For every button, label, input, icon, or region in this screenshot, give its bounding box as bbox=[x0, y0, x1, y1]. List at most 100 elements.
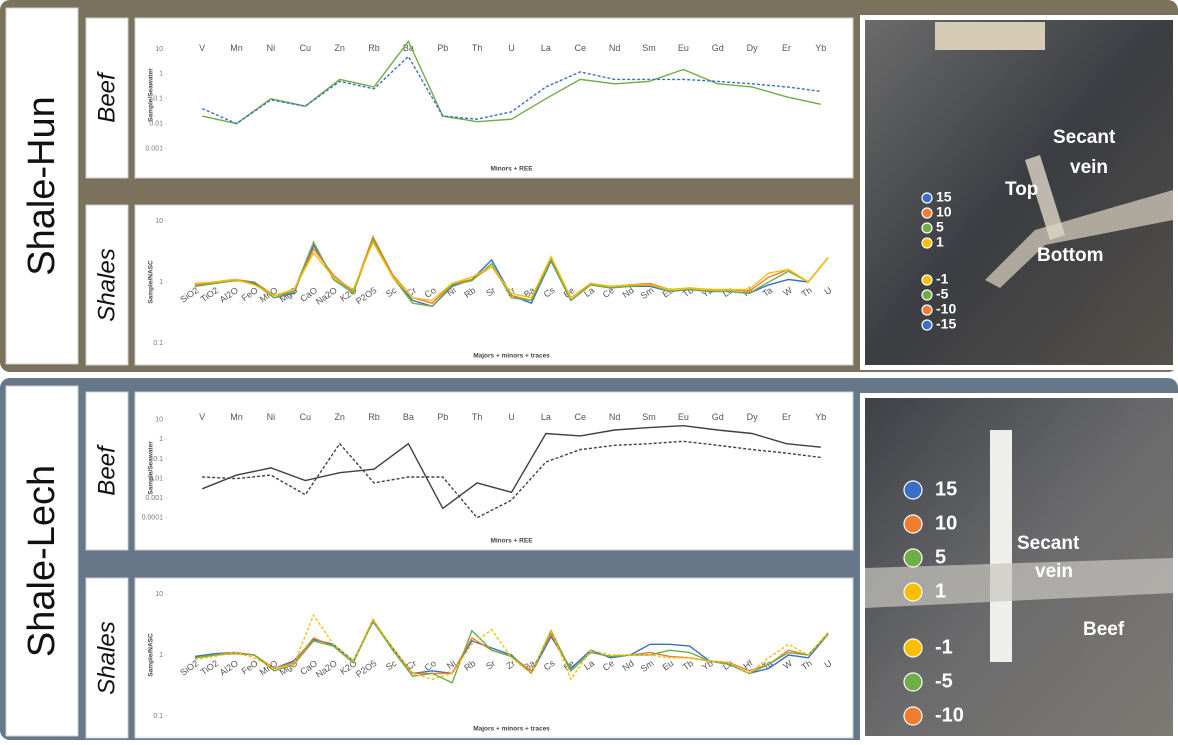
x-axis-label: Minors + REE bbox=[490, 166, 533, 173]
x-axis-label: Majors + minors + traces bbox=[473, 726, 550, 733]
series-line bbox=[201, 55, 821, 125]
x-tick-label: Rb bbox=[368, 43, 380, 53]
x-tick-label: Er bbox=[782, 43, 791, 53]
section-title: Shale-Lech bbox=[21, 465, 63, 657]
sub-label: Shales bbox=[93, 621, 120, 694]
x-axis-label: Majors + minors + traces bbox=[473, 353, 550, 360]
x-tick-label: Cu bbox=[300, 412, 312, 422]
photo-annotation: vein bbox=[1070, 157, 1108, 178]
legend-label: 5 bbox=[936, 219, 944, 235]
chart-panel bbox=[134, 577, 854, 739]
y-axis-label: Sample/NASC bbox=[148, 633, 155, 677]
x-tick-label: Ce bbox=[574, 43, 586, 53]
legend-marker bbox=[903, 706, 923, 726]
chart-panel bbox=[134, 204, 854, 366]
photo-annotation: Top bbox=[1005, 179, 1038, 200]
legend-label: -1 bbox=[935, 636, 953, 658]
sub-label-panel bbox=[85, 391, 129, 551]
x-tick-label: U bbox=[823, 285, 834, 297]
y-tick-label: 10 bbox=[155, 417, 163, 424]
legend-label: 1 bbox=[936, 234, 944, 250]
x-tick-label: V bbox=[199, 43, 205, 53]
legend-label: 10 bbox=[935, 512, 957, 534]
legend-marker bbox=[921, 192, 933, 204]
x-tick-label: Eu bbox=[678, 43, 689, 53]
y-tick-label: 1 bbox=[159, 279, 163, 286]
x-tick-label: Th bbox=[472, 43, 483, 53]
legend-marker bbox=[903, 638, 923, 658]
y-tick-label: 0.1 bbox=[153, 713, 163, 720]
sub-label: Shales bbox=[93, 248, 120, 321]
x-tick-label: Sm bbox=[642, 43, 656, 53]
x-axis-label: Minors + REE bbox=[490, 538, 533, 545]
y-axis-label: Sample/NASC bbox=[148, 260, 155, 304]
y-tick-label: 0.0001 bbox=[142, 515, 164, 522]
x-tick-label: V bbox=[199, 412, 205, 422]
x-tick-label: Ba bbox=[403, 412, 414, 422]
legend-marker bbox=[903, 672, 923, 692]
legend-label: -10 bbox=[936, 301, 956, 317]
y-tick-label: 0.01 bbox=[149, 120, 163, 127]
x-tick-label: U bbox=[508, 43, 515, 53]
x-tick-label: Th bbox=[472, 412, 483, 422]
x-tick-label: La bbox=[582, 658, 596, 672]
series-line bbox=[194, 619, 829, 684]
vein bbox=[1025, 155, 1065, 240]
legend-marker bbox=[921, 289, 933, 301]
label-panel bbox=[5, 385, 79, 737]
x-tick-label: Ni bbox=[267, 412, 276, 422]
sub-label-panel bbox=[85, 204, 129, 366]
vein bbox=[865, 558, 1173, 608]
series-line bbox=[194, 240, 829, 302]
legend-marker bbox=[921, 274, 933, 286]
legend-marker bbox=[903, 514, 923, 534]
x-tick-label: Pb bbox=[437, 43, 448, 53]
x-tick-label: Sm bbox=[642, 412, 656, 422]
x-tick-label: Mn bbox=[230, 43, 243, 53]
y-tick-label: 1 bbox=[159, 436, 163, 443]
x-tick-label: Nd bbox=[609, 43, 621, 53]
photo bbox=[865, 20, 1173, 365]
legend-marker bbox=[921, 319, 933, 331]
x-tick-label: Gd bbox=[712, 43, 724, 53]
photo-annotation: Beef bbox=[1083, 619, 1125, 640]
x-tick-label: Zn bbox=[334, 412, 345, 422]
legend-label: -5 bbox=[935, 670, 953, 692]
x-tick-label: Ba bbox=[403, 43, 414, 53]
x-tick-label: Ni bbox=[267, 43, 276, 53]
photo-annotation: vein bbox=[1035, 561, 1073, 582]
label-panel bbox=[5, 7, 79, 365]
legend-label: -15 bbox=[936, 316, 956, 332]
x-tick-label: Th bbox=[799, 285, 813, 299]
x-tick-label: Rb bbox=[368, 412, 380, 422]
x-tick-label: Yb bbox=[815, 43, 826, 53]
legend-label: 5 bbox=[935, 546, 946, 568]
x-tick-label: U bbox=[508, 412, 515, 422]
section-title: Shale-Hun bbox=[21, 96, 63, 276]
legend-marker bbox=[921, 222, 933, 234]
vein bbox=[985, 190, 1173, 288]
y-tick-label: 1 bbox=[159, 652, 163, 659]
ruler bbox=[990, 430, 1012, 662]
x-tick-label: Dy bbox=[747, 412, 758, 422]
y-tick-label: 0.01 bbox=[149, 475, 163, 482]
legend-marker bbox=[903, 548, 923, 568]
x-tick-label: La bbox=[541, 43, 551, 53]
x-tick-label: Yb bbox=[815, 412, 826, 422]
x-tick-label: Gd bbox=[712, 412, 724, 422]
legend-marker bbox=[921, 207, 933, 219]
y-tick-label: 10 bbox=[155, 46, 163, 53]
x-tick-label: Pb bbox=[437, 412, 448, 422]
y-tick-label: 1 bbox=[159, 71, 163, 78]
sub-label-panel bbox=[85, 17, 129, 179]
series-line bbox=[194, 613, 829, 681]
legend-marker bbox=[921, 304, 933, 316]
x-tick-label: Er bbox=[782, 412, 791, 422]
x-tick-label: U bbox=[823, 658, 834, 670]
y-tick-label: 10 bbox=[155, 591, 163, 598]
legend-marker bbox=[921, 237, 933, 249]
legend-label: 1 bbox=[935, 580, 946, 602]
legend-label: -1 bbox=[936, 271, 949, 287]
x-tick-label: Nd bbox=[609, 412, 621, 422]
x-tick-label: Mn bbox=[230, 412, 243, 422]
